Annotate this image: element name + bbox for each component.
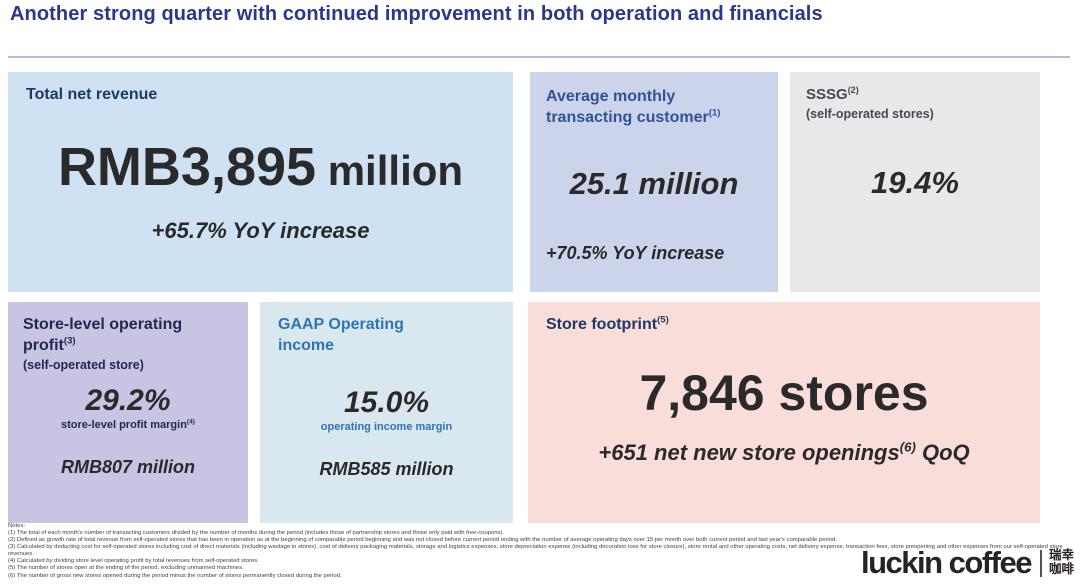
luckin-coffee-logo: luckin coffee 瑞幸 咖啡 (861, 545, 1074, 581)
sssg-label: SSSG(2) (806, 86, 1024, 105)
note-line-3: (3) Calculated by deducting cost for sel… (8, 544, 1063, 558)
footprint-label: Store footprint(5) (546, 314, 1022, 334)
revenue-amount: RMB3,895 (57, 137, 317, 197)
total-net-revenue-label: Total net revenue (26, 86, 158, 103)
notes-heading: Notes: (8, 523, 26, 529)
customer-value: 25.1 million (569, 166, 739, 202)
card-total-net-revenue: Total net revenue RMB3,895 million +65.7… (8, 72, 513, 292)
slide-title: Another strong quarter with continued im… (10, 3, 823, 25)
footprint-value: 7,846 stores (639, 365, 929, 421)
title-divider (8, 56, 1070, 58)
footprint-qoq-suffix: QoQ (915, 440, 970, 465)
logo-cn-line1: 瑞幸 (1048, 548, 1074, 563)
gaap-amount: RMB585 million (319, 458, 454, 479)
footprint-qoq-footnote-ref: (6) (899, 439, 916, 455)
footprint-label-text: Store footprint (546, 316, 658, 333)
customer-yoy: +70.5% YoY increase (546, 243, 725, 264)
gaap-margin-value: 15.0% (343, 385, 430, 419)
store-profit-sublabel: (self-operated store) (23, 357, 144, 372)
note-line-6: (6) The number of gross new stores opene… (8, 572, 342, 579)
store-profit-caption-text: store-level profit margin (61, 418, 187, 431)
sssg-label-text: SSSG (806, 86, 848, 103)
logo-chinese-text: 瑞幸 咖啡 (1048, 548, 1074, 577)
total-net-revenue-value: RMB3,895 million (26, 140, 495, 194)
gaap-label-line1: GAAP Operating (278, 316, 404, 333)
card-store-level-operating-profit: Store-level operating profit(3) (self-op… (8, 302, 248, 523)
card-avg-monthly-transacting-customer: Average monthly transacting customer(1) … (530, 72, 778, 292)
note-line-2: (2) Defined as growth rate of total reve… (8, 537, 837, 544)
store-profit-label-line2: profit (23, 336, 64, 354)
sssg-value: 19.4% (871, 164, 959, 200)
sssg-sublabel: (self-operated stores) (806, 106, 934, 121)
revenue-unit: million (316, 147, 464, 194)
note-line-1: (1) The total of each month's number of … (8, 530, 505, 537)
footprint-footnote-ref: (5) (657, 314, 669, 326)
footprint-qoq: +651 net new store openings(6) QoQ (546, 440, 1022, 466)
store-profit-amount: RMB807 million (60, 456, 196, 477)
store-profit-label: Store-level operating profit(3) (23, 315, 233, 357)
footprint-qoq-text: +651 net new store openings (598, 440, 900, 465)
card-store-footprint: Store footprint(5) 7,846 stores +651 net… (528, 302, 1040, 523)
store-profit-footnote-ref: (3) (63, 335, 76, 347)
luckin-coffee-wordmark: luckin coffee (860, 545, 1033, 580)
total-net-revenue-yoy: +65.7% YoY increase (151, 218, 370, 243)
card-sssg: SSSG(2) (self-operated stores) 19.4% (790, 72, 1040, 292)
gaap-label-line2: income (278, 336, 335, 354)
logo-divider (1039, 549, 1042, 577)
store-profit-label-line1: Store-level operating (23, 316, 183, 333)
note-line-5: (5) The number of stores open at the end… (8, 565, 244, 572)
card-gaap-operating-income: GAAP Operating income 15.0% operating in… (260, 302, 513, 523)
store-profit-caption-footnote-ref: (4) (186, 417, 195, 425)
customer-label: Average monthly transacting customer(1) (546, 86, 762, 128)
store-profit-margin-caption: store-level profit margin(4) (23, 417, 233, 431)
note-line-4: (4) Calculated by dividing store level o… (8, 558, 259, 565)
customer-label-footnote-ref: (1) (708, 107, 721, 119)
customer-label-line2: transacting customer (546, 109, 709, 127)
footnotes: Notes: (1) The total of each month's num… (8, 523, 1074, 580)
store-profit-margin-value: 29.2% (85, 383, 171, 417)
gaap-margin-caption: operating income margin (320, 420, 453, 433)
gaap-label: GAAP Operating income (278, 315, 495, 357)
logo-cn-line2: 咖啡 (1048, 562, 1074, 576)
sssg-footnote-ref: (2) (847, 85, 859, 95)
customer-label-line1: Average monthly (546, 88, 676, 105)
